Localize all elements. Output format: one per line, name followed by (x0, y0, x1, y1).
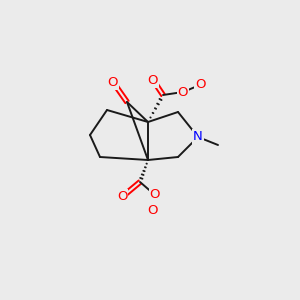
Text: O: O (108, 76, 118, 88)
Text: O: O (150, 188, 160, 202)
Text: O: O (148, 74, 158, 86)
Text: N: N (193, 130, 203, 143)
Text: O: O (178, 85, 188, 98)
Text: O: O (178, 85, 188, 98)
Text: O: O (150, 188, 160, 202)
Text: O: O (108, 76, 118, 88)
Text: O: O (148, 203, 158, 217)
Text: O: O (117, 190, 127, 203)
Text: N: N (193, 130, 203, 143)
Text: O: O (148, 74, 158, 86)
Text: O: O (117, 190, 127, 203)
Text: O: O (195, 79, 205, 92)
